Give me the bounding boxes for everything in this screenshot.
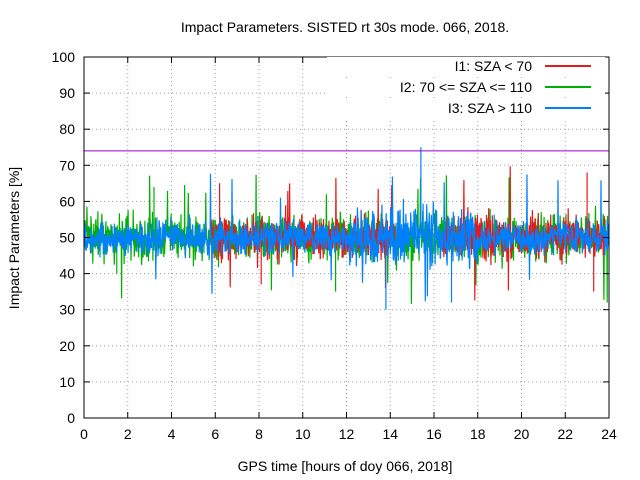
x-tick-label: 18: [470, 426, 486, 442]
y-tick-label: 90: [59, 85, 75, 101]
y-axis-title: Impact Parameters [%]: [6, 167, 22, 309]
x-tick-label: 0: [80, 426, 88, 442]
legend-label: I1: SZA < 70: [455, 58, 533, 74]
y-tick-label: 10: [59, 374, 75, 390]
legend-bg: [327, 99, 605, 118]
x-axis-title: GPS time [hours of doy 066, 2018]: [238, 458, 453, 474]
y-tick-label: 100: [52, 49, 76, 65]
y-tick-label: 20: [59, 338, 75, 354]
y-tick-label: 80: [59, 121, 75, 137]
y-tick-label: 50: [59, 230, 75, 246]
legend-label: I2: 70 <= SZA <= 110: [400, 79, 532, 95]
x-tick-label: 4: [168, 426, 176, 442]
series-trace-3: [83, 147, 610, 310]
y-tick-label: 70: [59, 157, 75, 173]
x-tick-label: 12: [339, 426, 355, 442]
x-tick-label: 24: [601, 426, 617, 442]
legend: I1: SZA < 70 I2: 70 <= SZA <= 110 I3: SZA …: [327, 57, 605, 118]
x-tick-label: 2: [124, 426, 132, 442]
legend-bg: [327, 57, 605, 76]
tick-layer: 0 2 4 6 8 10 12 14 16 18 20 22 240102030405060708090…: [52, 49, 617, 442]
x-tick-label: 6: [211, 426, 219, 442]
x-tick-label: 10: [295, 426, 311, 442]
x-tick-label: 20: [514, 426, 530, 442]
x-tick-label: 16: [426, 426, 442, 442]
x-tick-label: 22: [557, 426, 573, 442]
chart-title: Impact Parameters. SISTED rt 30s mode. 0…: [181, 19, 509, 35]
legend-bg: [327, 78, 605, 97]
x-tick-label: 14: [382, 426, 398, 442]
y-tick-label: 40: [59, 266, 75, 282]
legend-label: I3: SZA > 110: [448, 100, 532, 116]
y-tick-label: 60: [59, 193, 75, 209]
x-tick-label: 8: [255, 426, 263, 442]
series-layer: [83, 147, 610, 310]
y-tick-label: 30: [59, 302, 75, 318]
y-tick-label: 0: [67, 410, 75, 426]
